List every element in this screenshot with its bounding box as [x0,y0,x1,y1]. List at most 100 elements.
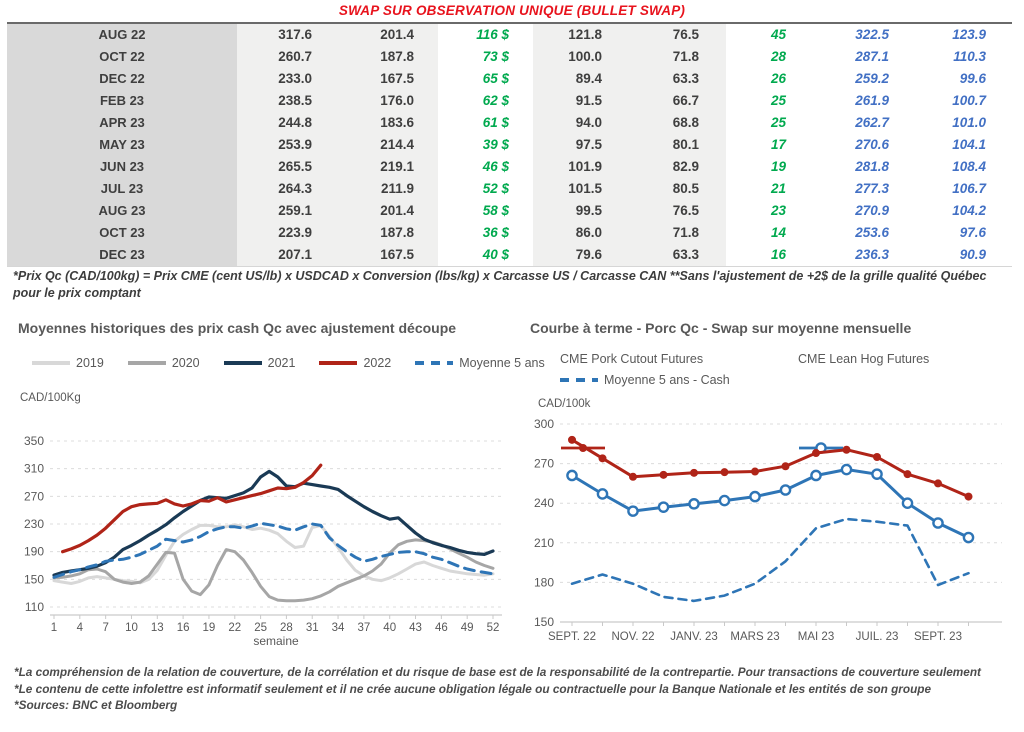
x-tick-label: 34 [332,622,345,634]
table-row: AUG 23 259.1 201.4 58 $ 99.5 76.5 23 270.9 104.2 [7,200,1012,222]
table-row: OCT 23 223.9 187.8 36 $ 86.0 71.8 14 253.6 97.6 [7,222,1012,244]
x-tick-label: SEPT. 22 [548,631,596,643]
forward-curve-line-chart: 150 180 210 240 270 300 SEPT. 22 NOV. 22 JANV. 2… [534,417,1002,643]
value-cell: 45 [770,27,786,42]
value-cell: 183.6 [338,112,438,134]
table-footnote: *Prix Qc (CAD/100kg) = Prix CME (cent US… [13,269,987,300]
x-tick-label: 37 [357,622,370,634]
value-cell: 76.5 [622,200,726,222]
value-cell: 270.9 [855,203,889,218]
data-point-marker [781,462,790,471]
series-2019 [52,523,495,585]
month-cell: JUL 23 [7,178,237,200]
value-cell: 62 $ [482,93,509,108]
value-cell: 214.4 [338,134,438,156]
value-cell: 100.7 [952,93,986,108]
value-cell: 236.3 [855,247,889,262]
data-point-marker [566,469,578,482]
value-cell: 260.7 [237,46,338,68]
value-cell: 265.5 [237,156,338,178]
month-cell: MAY 23 [7,134,237,156]
value-cell: 253.9 [237,134,338,156]
table-row: DEC 23 207.1 167.5 40 $ 79.6 63.3 16 236.3 90.9 [7,244,1012,266]
series-2021 [52,469,495,577]
footer-note: *La compréhension de la relation de couv… [14,665,981,679]
data-point-marker [690,468,698,477]
month-cell: DEC 22 [7,68,237,90]
y-tick-label: 190 [24,545,44,559]
value-cell: 238.5 [237,90,338,112]
solid-line-sample [319,361,358,365]
value-cell: 21 [770,181,786,196]
value-cell: 89.4 [533,68,622,90]
value-cell: 90.9 [959,247,986,262]
x-tick-label: 52 [487,622,500,634]
value-cell: 97.5 [533,134,622,156]
x-tick-label: 1 [51,622,57,634]
legend-label: 2019 [76,356,104,370]
data-point-marker [627,505,639,517]
footer-note: *Sources: BNC et Bloomberg [14,698,178,712]
y-axis-label: CAD/100Kg [20,392,81,404]
value-cell: 71.8 [622,46,726,68]
x-tick-label: 10 [125,622,138,634]
value-cell: 46 $ [482,159,509,174]
data-point-marker [751,467,759,476]
data-point-marker [659,470,668,479]
value-cell: 201.4 [338,200,438,222]
x-tick-label: 40 [383,622,396,634]
table-row: DEC 22 233.0 167.5 65 $ 89.4 63.3 26 259.2 99.6 [7,68,1012,90]
value-cell: 52 $ [482,181,509,196]
value-cell: 277.3 [855,181,889,196]
month-cell: OCT 23 [7,222,237,244]
data-point-marker [657,501,670,513]
table-row: JUN 23 265.5 219.1 46 $ 101.9 82.9 19 281.8 108.… [7,156,1012,178]
legend-label: 2022 [363,356,392,370]
value-cell: 253.6 [855,225,889,240]
month-cell: JUN 23 [7,156,237,178]
value-cell: 80.1 [622,134,726,156]
solid-line-sample [127,361,166,365]
x-tick-label: MAI 23 [798,631,834,643]
legend-item: CME Lean Hog Futures [798,352,929,454]
value-cell: 25 [770,115,786,130]
value-cell: 76.5 [622,24,726,46]
value-cell: 187.8 [338,46,438,68]
data-point-marker [934,479,942,488]
value-cell: 16 [770,247,786,262]
legend-label: Moyenne 5 ans [459,356,545,370]
value-cell: 187.8 [338,222,438,244]
table-row: AUG 22 317.6 201.4 116 $ 121.8 76.5 45 322.5 123… [7,24,1012,46]
table-row: MAY 23 253.9 214.4 39 $ 97.5 80.1 17 270.6 104.1 [7,134,1012,156]
value-cell: 101.9 [533,156,622,178]
value-cell: 79.6 [533,244,622,266]
value-cell: 262.7 [855,115,889,130]
legend-item: 2020 [127,356,200,370]
value-cell: 264.3 [237,178,338,200]
value-cell: 36 $ [482,225,509,240]
month-cell: APR 23 [7,112,237,134]
value-cell: 211.9 [338,178,438,200]
chart-forward-curve: Courbe à terme - Porc Qc - Swap sur moye… [520,320,1024,643]
y-tick-label: 270 [24,489,44,503]
legend-item: Moyenne 5 ans [415,356,545,370]
solid-line-sample [32,361,70,365]
y-tick-label: 210 [534,536,554,550]
y-tick-label: 310 [24,462,44,476]
data-point-marker [840,463,853,476]
data-point-marker [810,469,822,482]
value-cell: 104.1 [952,137,986,152]
legend-item: Moyenne 5 ans - Cash [560,373,730,387]
value-cell: 207.1 [237,244,338,266]
value-cell: 123.9 [952,27,986,42]
data-point-marker [720,468,729,477]
x-tick-label: NOV. 22 [611,631,654,643]
value-cell: 108.4 [952,159,986,174]
series-2022 [60,463,323,554]
x-tick-label: 43 [409,622,422,634]
value-cell: 281.8 [855,159,889,174]
x-tick-label: 49 [461,622,474,634]
value-cell: 68.8 [622,112,726,134]
legend-label: 2020 [171,356,200,370]
series-cme-pork-cutout-futures [570,438,970,499]
